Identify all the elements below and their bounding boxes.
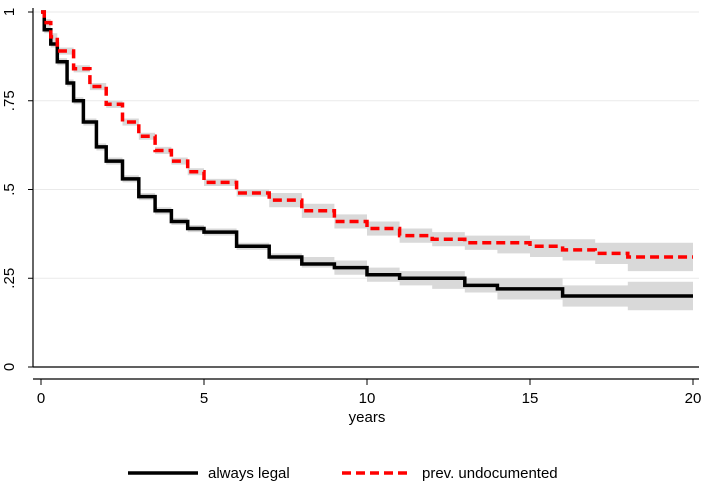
legend: always legal prev. undocumented bbox=[128, 465, 558, 482]
ci-band-1 bbox=[41, 12, 693, 272]
legend-label-1: prev. undocumented bbox=[422, 465, 558, 482]
y-tick-label-0: 0 bbox=[1, 363, 18, 371]
grid-layer bbox=[34, 11, 699, 368]
series-layer bbox=[41, 10, 693, 298]
x-tick-label-0: 0 bbox=[37, 390, 45, 407]
ci-band-0 bbox=[41, 12, 693, 311]
y-tick-label-4: 1 bbox=[1, 8, 18, 16]
x-axis-title: years bbox=[349, 409, 386, 426]
y-tick-label-1: .25 bbox=[1, 268, 18, 289]
legend-label-0: always legal bbox=[208, 465, 290, 482]
x-tick-label-3: 15 bbox=[522, 390, 539, 407]
y-tick-label-2: .5 bbox=[1, 183, 18, 196]
x-tick-label-1: 5 bbox=[200, 390, 208, 407]
ci-layer bbox=[41, 12, 693, 311]
axes-layer bbox=[32, 8, 699, 380]
x-tick-label-2: 10 bbox=[359, 390, 376, 407]
series-line-0 bbox=[41, 10, 693, 298]
x-tick-label-4: 20 bbox=[685, 390, 702, 407]
series-line-1 bbox=[41, 10, 693, 259]
y-tick-label-3: .75 bbox=[1, 90, 18, 111]
